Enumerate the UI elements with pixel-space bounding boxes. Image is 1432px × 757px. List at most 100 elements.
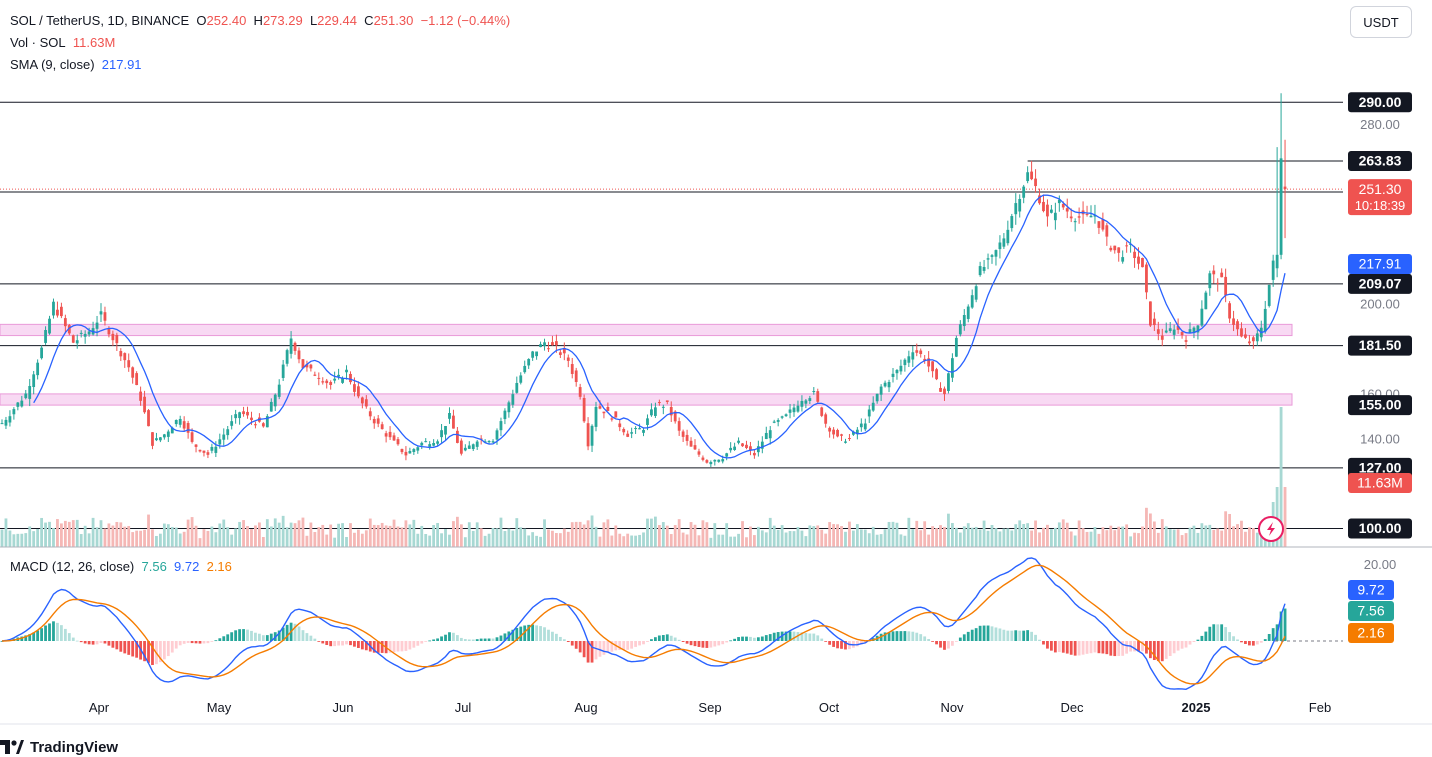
- volume-bar: [697, 535, 701, 547]
- macd-hist-bar: [519, 626, 523, 641]
- tradingview-logo[interactable]: TradingView: [0, 737, 118, 757]
- candle-body: [12, 409, 16, 415]
- candle-body: [349, 373, 352, 383]
- candle-body: [337, 374, 340, 377]
- candle-body: [301, 359, 305, 369]
- candle-body: [44, 330, 47, 343]
- time-axis[interactable]: Apr May Jun Jul Aug Sep Oct Nov Dec 2025 Feb: [89, 700, 1331, 715]
- macd-hist-bar: [555, 633, 558, 641]
- candle-body: [408, 450, 412, 454]
- macd-hist-bar: [444, 634, 447, 641]
- macd-hist-bar: [1192, 641, 1196, 642]
- volume-bar: [543, 519, 546, 547]
- candle-body: [83, 333, 87, 337]
- macd-hist-bar: [48, 623, 51, 641]
- volume-bar: [812, 526, 816, 547]
- volume-bar: [547, 529, 550, 547]
- candle-body: [1105, 225, 1109, 237]
- volume-bar: [222, 519, 226, 547]
- volume-bar: [479, 528, 483, 547]
- macd-hist-bar: [479, 638, 483, 641]
- candle-body: [357, 386, 360, 397]
- candle-body: [867, 409, 871, 417]
- macd-hist-bar: [594, 641, 598, 660]
- candle-body: [725, 453, 729, 457]
- volume-bar: [768, 517, 772, 547]
- price-level-badge: [1348, 150, 1412, 171]
- candle-body: [796, 405, 800, 412]
- macd-hist-bar: [618, 641, 622, 651]
- volume-bar: [206, 530, 210, 547]
- macd-hist-bar: [1117, 641, 1121, 657]
- currency-button[interactable]: USDT: [1350, 6, 1412, 38]
- volume-bar: [1149, 513, 1152, 547]
- macd-legend[interactable]: MACD (12, 26, close) 7.56 9.72 2.16: [10, 559, 232, 574]
- volume-bar: [349, 523, 352, 547]
- candle-body: [60, 306, 63, 317]
- macd-hist-bar: [388, 641, 392, 653]
- lightning-icon[interactable]: [1258, 516, 1284, 542]
- volume-bar: [360, 533, 364, 547]
- macd-hist-bar: [309, 635, 313, 641]
- macd-hist-bar: [246, 629, 249, 641]
- candle-body: [519, 375, 523, 383]
- macd-hist-bar: [1085, 641, 1089, 654]
- macd-hist-bar: [242, 629, 245, 641]
- volume-bar: [392, 519, 396, 547]
- sma-legend[interactable]: SMA (9, close) 217.91: [10, 57, 142, 72]
- macd-hist-bar: [1061, 641, 1065, 653]
- volume-bar: [463, 537, 467, 547]
- volume-bar: [1275, 487, 1279, 547]
- macd-hist-bar: [226, 634, 230, 641]
- macd-hist-bar: [463, 639, 467, 641]
- macd-hist-bar: [1172, 641, 1176, 654]
- candle-body: [1172, 329, 1176, 335]
- macd-hist-bar: [527, 624, 531, 641]
- volume-bar: [143, 529, 146, 547]
- candle-body: [186, 423, 190, 433]
- macd-hist-bar: [467, 639, 471, 641]
- volume-bar: [313, 532, 317, 547]
- symbol-title[interactable]: SOL / TetherUS, 1D, BINANCE: [10, 13, 190, 28]
- volume-badge: [1348, 473, 1412, 493]
- volume-bar: [471, 530, 475, 547]
- volume-legend[interactable]: Vol · SOL 11.63M: [10, 35, 116, 50]
- macd-hist-bar: [788, 631, 792, 641]
- volume-bar: [404, 520, 408, 547]
- candle-body: [792, 407, 796, 413]
- macd-hist-bar: [753, 637, 756, 641]
- volume-bar: [745, 537, 748, 547]
- macd-hist-bar: [844, 641, 847, 650]
- candle-body: [1255, 333, 1259, 342]
- candle-body: [558, 352, 562, 355]
- volume-bar: [673, 525, 677, 547]
- candle-body: [547, 348, 550, 350]
- volume-bar: [994, 528, 998, 547]
- candle-body: [475, 441, 479, 447]
- price-axis[interactable]: 290.00280.00263.83250.00209.07200.00181.…: [1348, 92, 1412, 539]
- volume-bar: [424, 534, 428, 547]
- candle-body: [990, 255, 994, 257]
- candle-body: [562, 347, 566, 354]
- candle-body: [115, 334, 119, 344]
- volume-bar: [178, 533, 182, 547]
- volume-bar: [578, 521, 582, 547]
- macd-hist-bar: [562, 639, 566, 641]
- volume-bar: [281, 515, 285, 547]
- macd-hist-bar: [162, 641, 166, 660]
- macd-hist-bar: [321, 641, 325, 644]
- ohlc-legend: SOL / TetherUS, 1D, BINANCE O252.40 H273…: [10, 13, 511, 28]
- macd-hist-bar: [800, 632, 804, 641]
- volume-bar: [800, 530, 804, 547]
- volume-bar: [376, 525, 380, 547]
- candle-body: [71, 335, 75, 343]
- volume-bar: [1085, 531, 1089, 547]
- volume-bar: [760, 530, 764, 547]
- volume-bar: [784, 532, 788, 547]
- macd-hist-bar: [669, 635, 673, 641]
- volume-bar: [566, 531, 570, 547]
- volume-bar: [1105, 530, 1109, 547]
- volume-bar: [1113, 530, 1117, 547]
- macd-hist-bar: [1089, 641, 1093, 654]
